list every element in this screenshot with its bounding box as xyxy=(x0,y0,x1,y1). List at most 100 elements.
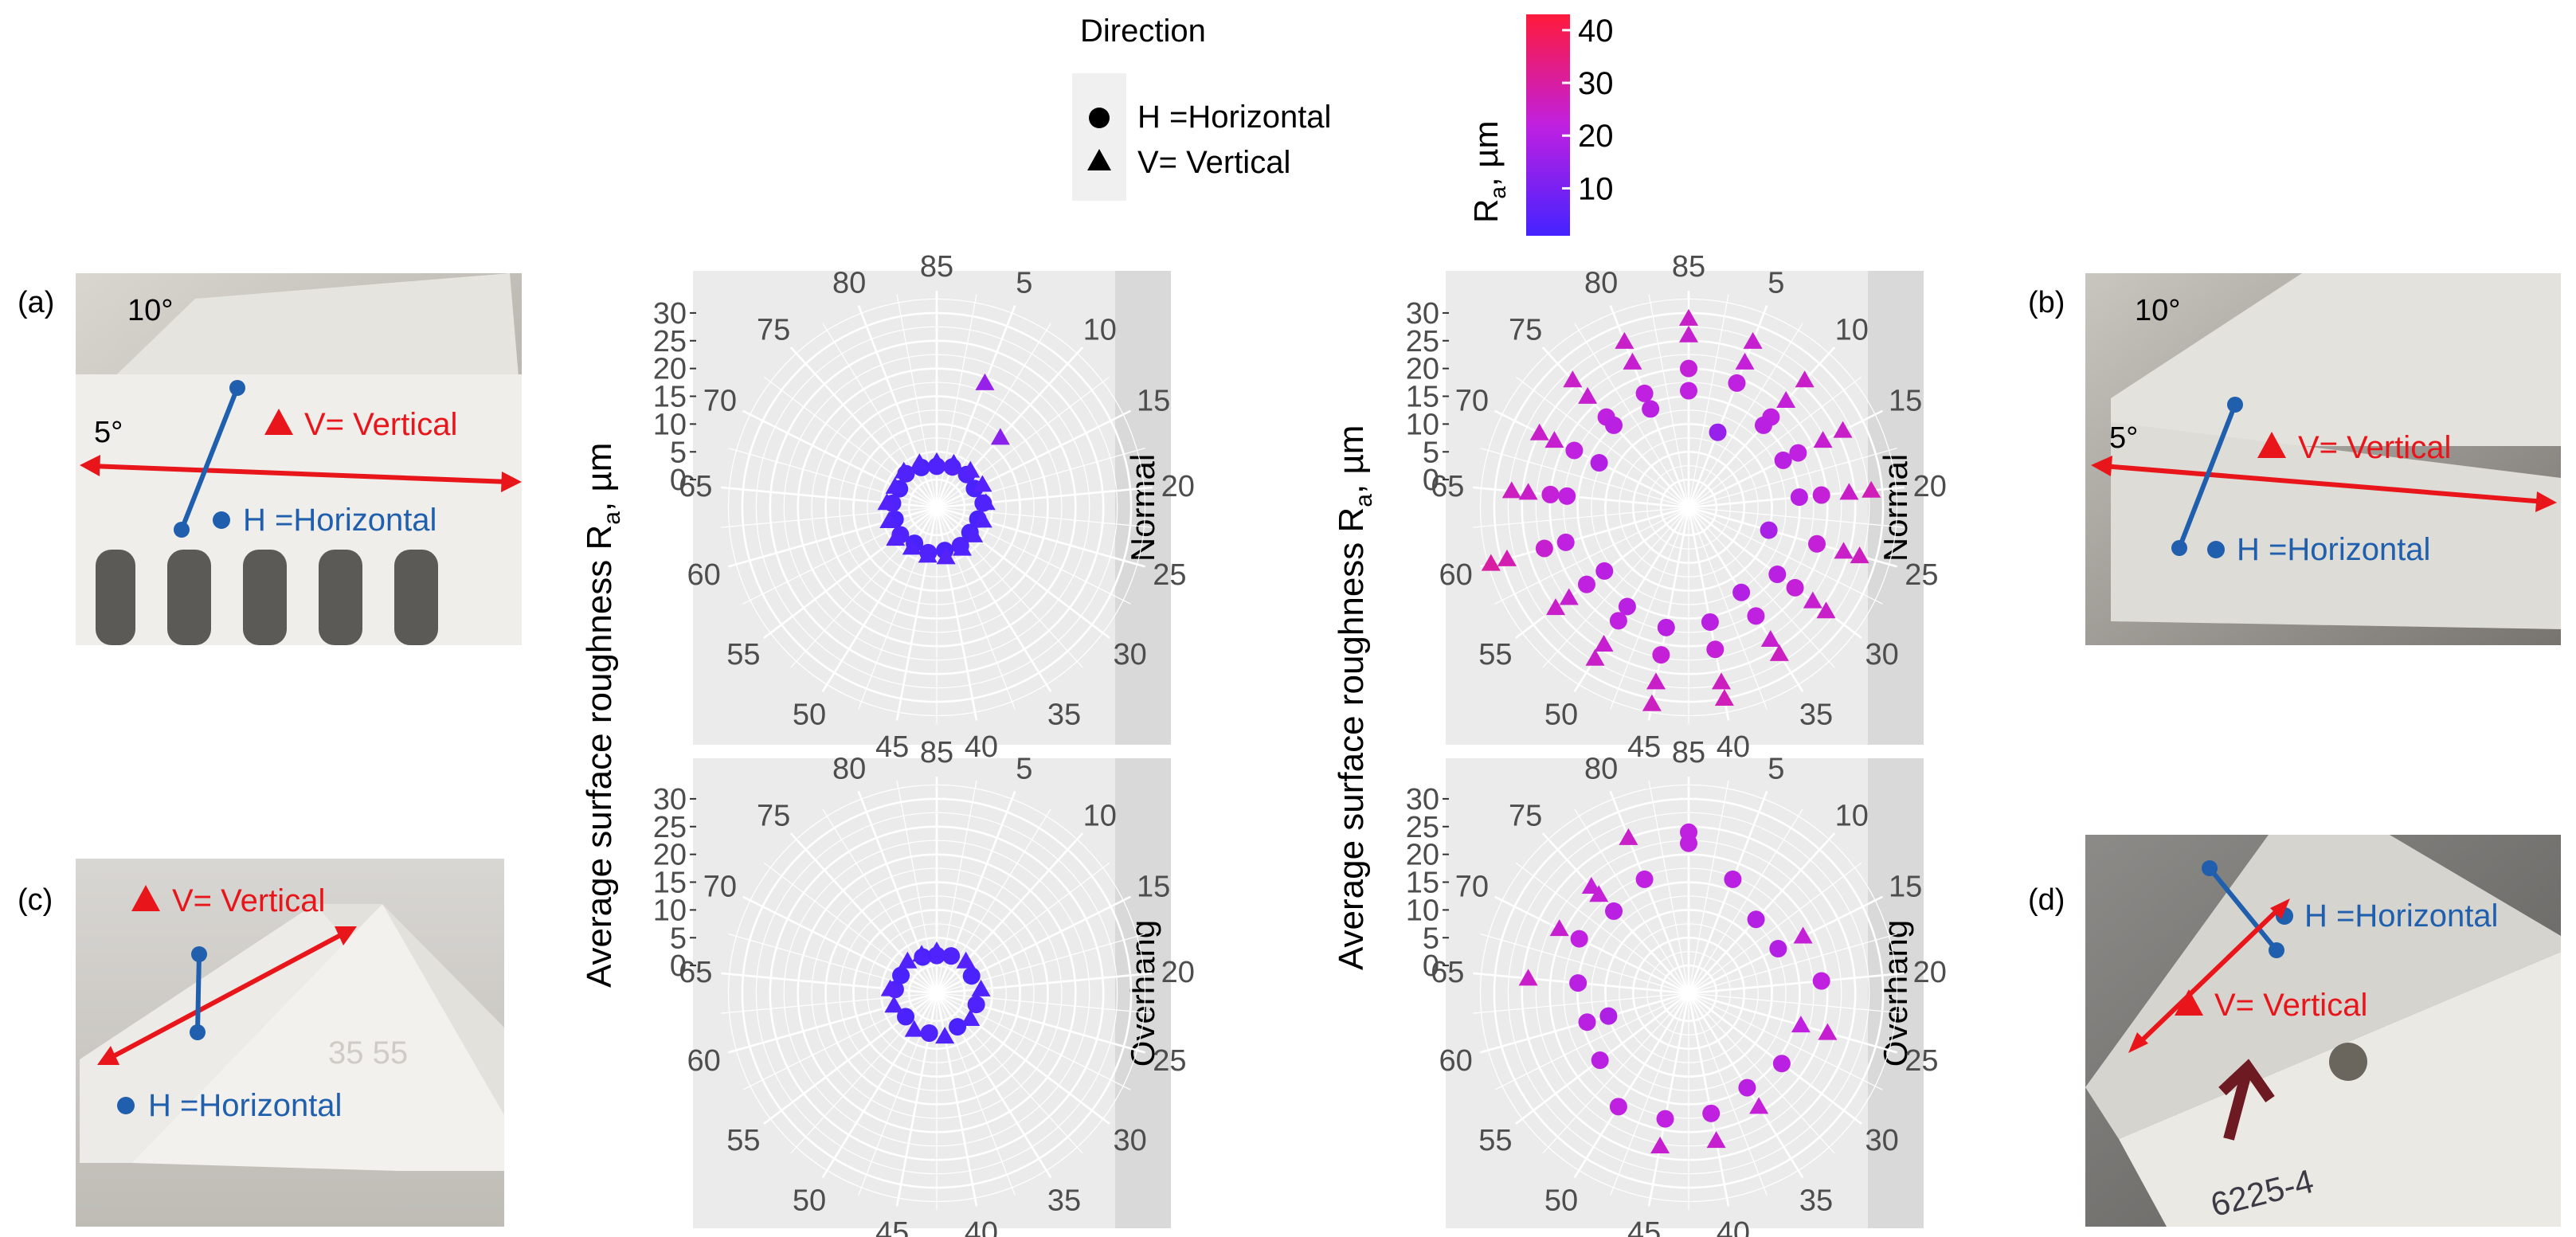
photo-d-red-mark xyxy=(2218,1059,2275,1141)
angle-label: 80 xyxy=(1584,753,1618,786)
angle-grid-spoke xyxy=(1688,507,1768,710)
angle-label: 5 xyxy=(1768,267,1784,300)
angle-grid-spoke xyxy=(1480,506,1689,568)
photo-c-blue-line xyxy=(195,953,202,1033)
angle-grid-spoke xyxy=(1688,933,1897,994)
angle-grid-spoke xyxy=(789,346,938,508)
data-point-vertical xyxy=(1795,370,1815,388)
data-point-horizontal xyxy=(892,966,910,985)
facet-strip-label: Normal xyxy=(1124,454,1161,562)
angle-label: 85 xyxy=(920,736,953,769)
data-point-vertical xyxy=(1813,431,1833,448)
colorbar-ticks: 10 20 30 40 xyxy=(1562,14,1614,206)
data-point-horizontal xyxy=(1680,834,1697,852)
data-point-vertical xyxy=(912,945,932,962)
angle-label: 65 xyxy=(1431,956,1464,989)
data-point-vertical xyxy=(1749,1097,1769,1114)
photo-b-blue-line xyxy=(2177,403,2237,550)
angle-label: 80 xyxy=(1584,267,1618,300)
photo-c-stamp: 35 55 xyxy=(328,1035,408,1071)
angle-label: 30 xyxy=(1113,638,1146,671)
photo-b-blue-dot-top xyxy=(2227,397,2243,413)
radial-tick-label: 25 xyxy=(653,811,687,844)
angle-label: 35 xyxy=(1799,1184,1833,1217)
angle-grid-spoke xyxy=(1480,447,1689,508)
angle-grid-spoke xyxy=(1688,992,1768,1196)
angle-label: 70 xyxy=(703,384,737,417)
data-point-vertical xyxy=(1818,1023,1838,1040)
angle-label: 40 xyxy=(1717,730,1750,764)
photo-c-ridge-left xyxy=(80,904,382,1163)
photo-c-h-label: H =Horizontal xyxy=(148,1088,342,1123)
data-point-vertical xyxy=(964,525,984,542)
angle-grid-spoke xyxy=(1688,376,1862,508)
angle-grid-spoke xyxy=(895,507,938,721)
angle-grid-spoke xyxy=(935,992,978,1207)
photo-b-block-top xyxy=(2111,273,2561,446)
angle-grid-spoke xyxy=(763,506,938,639)
data-point-horizontal xyxy=(1642,400,1660,418)
angle-label: 75 xyxy=(1509,313,1542,346)
data-point-horizontal xyxy=(1590,454,1608,472)
angle-grid-spoke xyxy=(742,507,938,605)
data-point-vertical xyxy=(1776,390,1796,408)
data-point-horizontal xyxy=(1790,488,1808,507)
photo-a-arrowhead-right xyxy=(501,472,522,492)
data-point-vertical xyxy=(880,979,900,996)
photo-d-tag: (d) xyxy=(2028,883,2065,917)
photo-d-blue-line xyxy=(2207,867,2279,952)
data-point-vertical xyxy=(1544,431,1564,448)
data-point-vertical xyxy=(1862,480,1881,498)
angle-grid-spoke xyxy=(936,447,1145,508)
angle-label: 25 xyxy=(1905,1044,1938,1078)
angle-label: 65 xyxy=(679,470,712,503)
data-point-horizontal xyxy=(1706,640,1725,659)
angle-grid-spoke xyxy=(1480,933,1689,994)
angle-label: 25 xyxy=(1905,558,1938,592)
data-point-vertical xyxy=(1833,421,1853,438)
data-point-vertical xyxy=(973,511,992,528)
angle-grid-spoke xyxy=(1542,507,1689,668)
data-point-horizontal xyxy=(1591,1051,1609,1070)
data-point-vertical xyxy=(1706,1131,1726,1149)
data-point-horizontal xyxy=(1702,1104,1721,1122)
angle-label: 45 xyxy=(875,1216,909,1237)
angle-grid-spoke xyxy=(1688,507,1883,605)
angle-grid-spoke xyxy=(936,992,1110,1125)
photo-b-arrowhead-right xyxy=(2535,491,2557,512)
photo-c: (c) 35 55 V= Vertical H =Horizontal xyxy=(18,859,504,1227)
panel-background xyxy=(693,758,1115,1228)
legend-item-horizontal: H =Horizontal xyxy=(1137,100,1331,135)
angle-label: 10 xyxy=(1083,799,1117,832)
angle-grid-spoke xyxy=(858,507,938,710)
radial-tick-label: 15 xyxy=(653,867,687,900)
data-point-vertical xyxy=(904,1020,924,1037)
data-point-vertical xyxy=(927,941,946,958)
angle-label: 40 xyxy=(1717,1216,1750,1237)
colorbar-tick-label: 20 xyxy=(1578,119,1614,154)
photo-a-slots xyxy=(96,550,438,645)
photo-d-red-arrow xyxy=(2136,906,2282,1046)
data-point-horizontal xyxy=(1812,486,1830,504)
data-point-vertical xyxy=(1518,483,1538,500)
data-point-vertical xyxy=(1518,969,1538,986)
data-point-horizontal xyxy=(962,967,981,985)
data-point-horizontal xyxy=(1738,1078,1756,1097)
angle-grid-spoke xyxy=(1494,895,1689,995)
angle-label: 25 xyxy=(1153,558,1186,592)
photo-a-block-front xyxy=(76,374,522,645)
data-point-vertical xyxy=(884,996,904,1013)
colorbar-tick-label: 40 xyxy=(1578,14,1614,49)
angle-grid-spoke xyxy=(728,447,938,508)
photo-c-front xyxy=(131,904,504,1171)
angle-label: 10 xyxy=(1083,313,1117,346)
data-point-vertical xyxy=(1497,549,1517,566)
angle-label: 60 xyxy=(687,1044,720,1078)
photo-b-v-triangle-icon xyxy=(2257,432,2286,458)
radial-tick-label: 30 xyxy=(653,297,687,331)
data-point-vertical xyxy=(971,979,991,996)
angle-grid-spoke xyxy=(936,486,1153,509)
photo-c-arrowhead-right xyxy=(335,926,357,945)
data-point-vertical xyxy=(885,476,905,494)
